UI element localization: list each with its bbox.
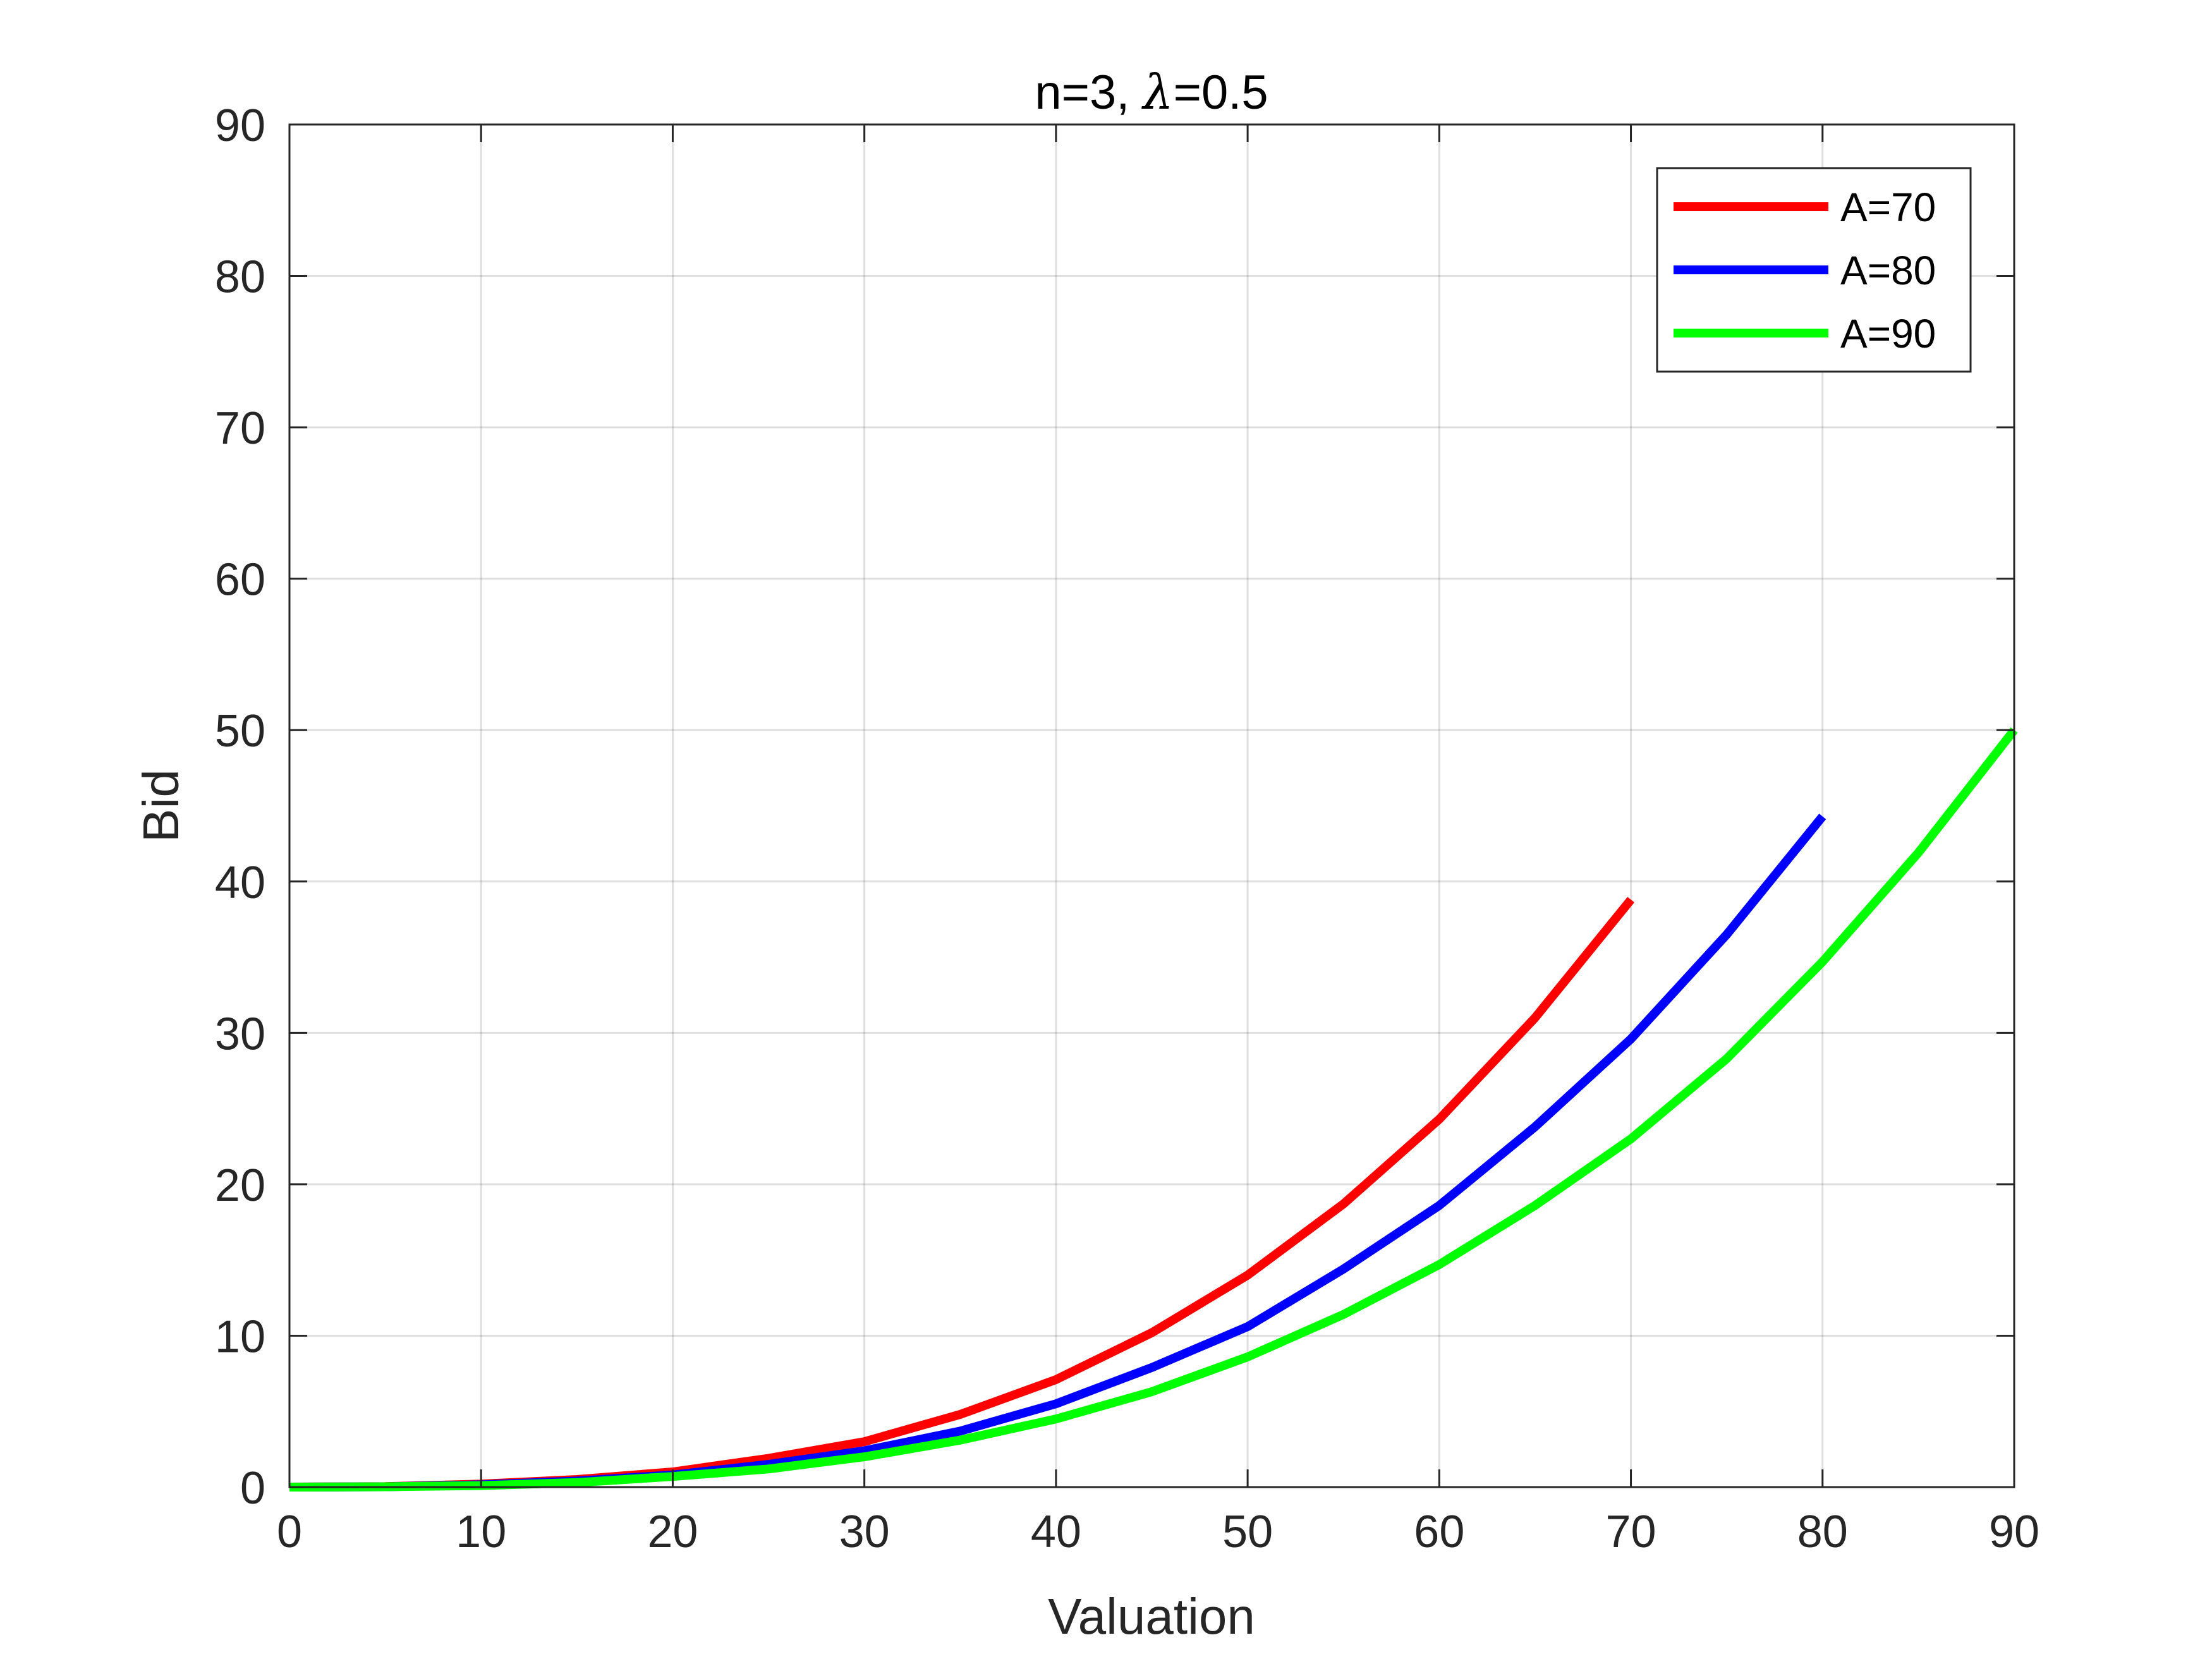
y-axis-label: Bid <box>133 769 189 842</box>
y-tick-label: 30 <box>215 1009 265 1059</box>
y-tick-label: 20 <box>215 1160 265 1211</box>
y-tick-label: 80 <box>215 252 265 303</box>
y-tick-label: 90 <box>215 100 265 151</box>
x-tick-label: 10 <box>456 1507 506 1557</box>
y-tick-label: 50 <box>215 706 265 757</box>
legend-label: A=80 <box>1840 248 1936 293</box>
y-tick-label: 70 <box>215 403 265 454</box>
x-tick-label: 60 <box>1414 1507 1464 1557</box>
x-tick-label: 70 <box>1606 1507 1656 1557</box>
tick-marks <box>288 123 2015 1488</box>
x-tick-label: 50 <box>1222 1507 1273 1557</box>
x-axis-label: Valuation <box>1048 1588 1255 1644</box>
x-tick-label: 30 <box>839 1507 890 1557</box>
axes-box <box>288 123 2015 1488</box>
y-tick-label: 0 <box>240 1463 265 1514</box>
x-tick-label: 20 <box>647 1507 698 1557</box>
x-tick-label: 90 <box>1989 1507 2039 1557</box>
x-tick-label: 80 <box>1797 1507 1848 1557</box>
x-tick-labels: 0 10 20 30 40 50 60 70 80 90 <box>277 1507 2039 1557</box>
legend: A=70 A=80 A=90 <box>1656 167 1972 373</box>
chart-title-prefix: n=3, <box>1035 66 1143 119</box>
y-tick-label: 40 <box>215 858 265 908</box>
series-lines <box>289 727 2018 1492</box>
legend-entries: A=70 A=80 A=90 <box>1674 185 1936 356</box>
x-tick-label: 0 <box>277 1507 302 1557</box>
legend-label: A=90 <box>1840 311 1936 356</box>
chart-title: n=3, λ=0.5 <box>1035 64 1268 120</box>
y-tick-label: 10 <box>215 1311 265 1362</box>
y-tick-labels: 0 10 20 30 40 50 60 70 80 90 <box>215 100 265 1514</box>
x-tick-label: 40 <box>1031 1507 1081 1557</box>
legend-label: A=70 <box>1840 185 1936 230</box>
chart-title-suffix: =0.5 <box>1174 66 1268 119</box>
lambda-symbol: λ <box>1141 64 1173 120</box>
series-line-a-90 <box>289 727 2018 1492</box>
y-tick-label: 60 <box>215 555 265 605</box>
